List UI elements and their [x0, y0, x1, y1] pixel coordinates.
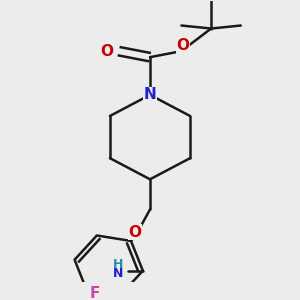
Text: H: H [113, 258, 123, 271]
Text: O: O [100, 44, 114, 59]
Text: N: N [144, 87, 156, 102]
Text: O: O [129, 225, 142, 240]
Text: N: N [113, 267, 123, 280]
Text: F: F [89, 286, 100, 300]
Text: O: O [176, 38, 190, 53]
